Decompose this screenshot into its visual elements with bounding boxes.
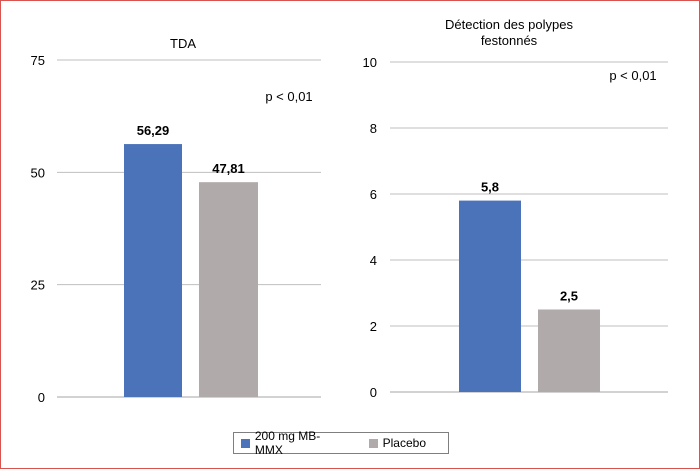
p-value-annotation-2: p < 0,01: [609, 68, 656, 83]
bar-2-2: [538, 309, 600, 392]
legend-item-series-2: Placebo: [368, 436, 426, 450]
chart-title-2-line-1: Détection des polypes: [445, 17, 573, 32]
y-tick-label-2-0: 0: [370, 385, 377, 400]
legend-swatch-series-1: [241, 438, 250, 448]
y-tick-label-1-25: 25: [31, 278, 45, 293]
legend: 200 mg MB-MMX Placebo: [233, 429, 449, 457]
y-tick-label-1-0: 0: [38, 390, 45, 405]
bar-1-1: [124, 144, 182, 397]
chart-title-1: TDA: [170, 36, 196, 51]
y-tick-label-2-8: 8: [370, 121, 377, 136]
y-tick-label-2-4: 4: [370, 253, 377, 268]
bar-1-2: [199, 182, 258, 397]
bar-value-label-2-2: 2,5: [560, 289, 578, 304]
legend-label-series-2: Placebo: [382, 436, 426, 450]
y-tick-label-2-10: 10: [363, 55, 377, 70]
y-tick-label-1-50: 50: [31, 165, 45, 180]
legend-label-series-1: 200 mg MB-MMX: [254, 429, 321, 457]
y-tick-label-2-6: 6: [370, 187, 377, 202]
bar-value-label-1-1: 56,29: [137, 123, 170, 138]
chart-title-2-line-2: festonnés: [481, 33, 538, 48]
p-value-annotation-1: p < 0,01: [265, 89, 312, 104]
legend-swatch-series-2: [368, 438, 378, 448]
bar-value-label-2-1: 5,8: [481, 180, 499, 195]
y-tick-label-1-75: 75: [31, 53, 45, 68]
bar-2-1: [459, 200, 521, 392]
legend-item-series-1: 200 mg MB-MMX: [241, 429, 347, 457]
y-tick-label-2-2: 2: [370, 319, 377, 334]
bar-value-label-1-2: 47,81: [212, 161, 245, 176]
